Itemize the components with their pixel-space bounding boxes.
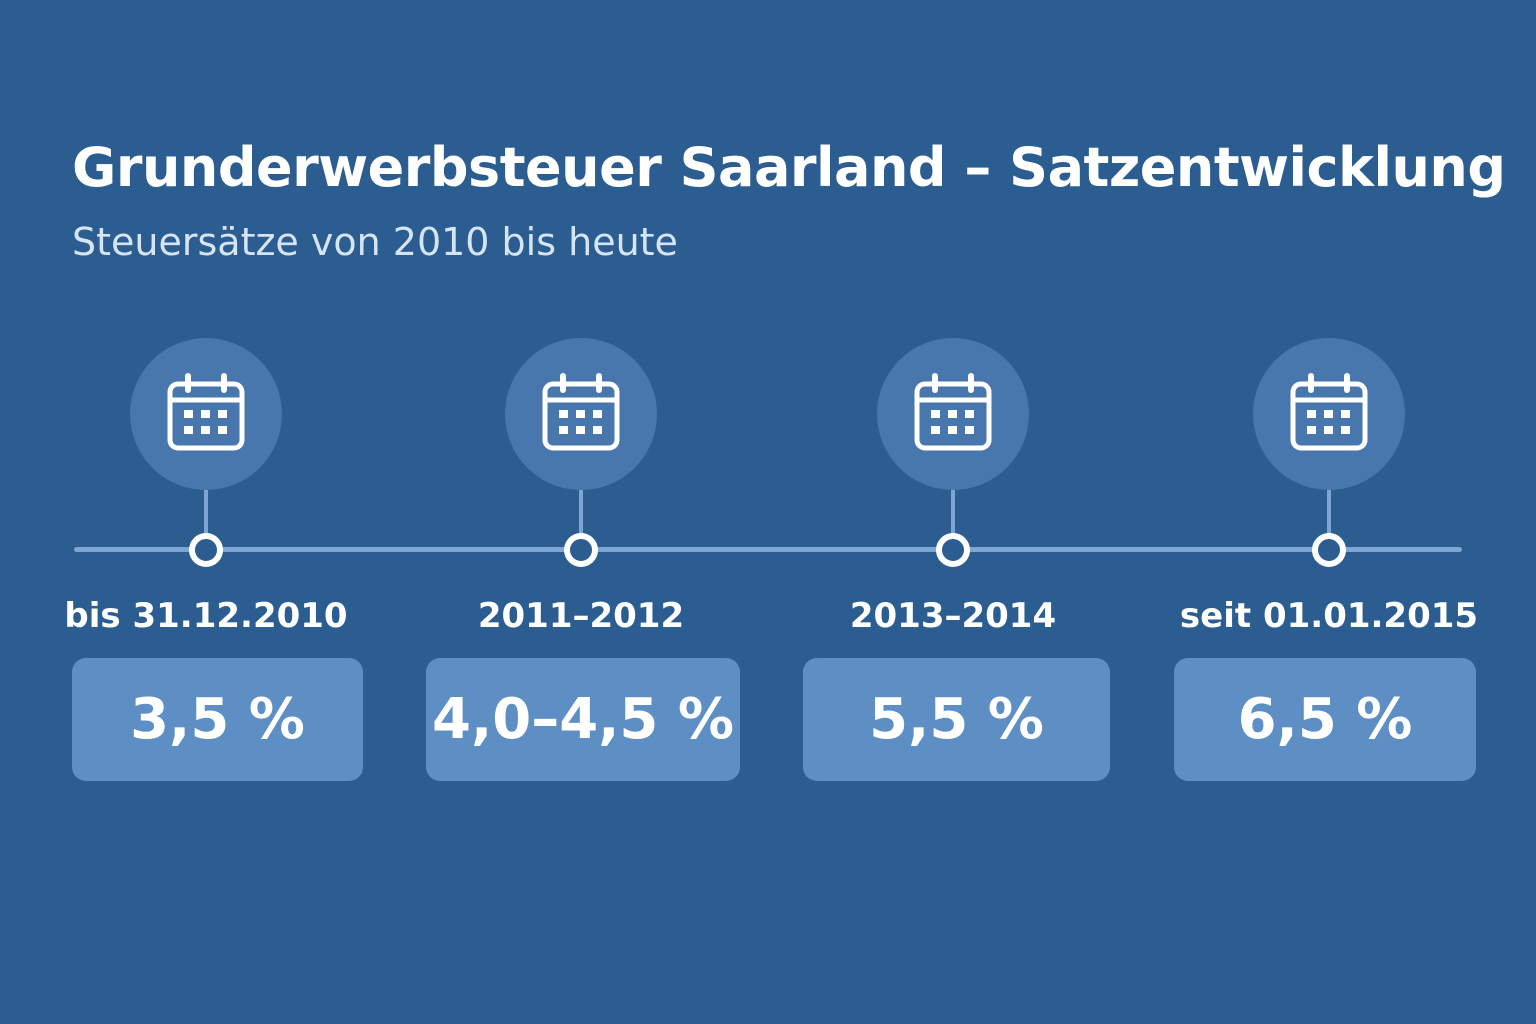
- calendar-icon: [914, 373, 992, 451]
- rate-box: 3,5 %: [72, 658, 363, 781]
- rate-box: 4,0–4,5 %: [426, 658, 740, 781]
- calendar-icon-circle: [130, 338, 282, 490]
- timeline-connector: [579, 490, 583, 536]
- timeline-node: [936, 533, 970, 567]
- calendar-icon: [542, 373, 620, 451]
- calendar-icon: [167, 373, 245, 451]
- period-label: seit 01.01.2015: [1179, 596, 1479, 636]
- period-label: 2011–2012: [477, 596, 685, 636]
- rate-box: 6,5 %: [1174, 658, 1476, 781]
- calendar-icon-circle: [877, 338, 1029, 490]
- timeline-line: [74, 547, 1462, 552]
- calendar-icon-circle: [1253, 338, 1405, 490]
- period-label: bis 31.12.2010: [64, 596, 348, 636]
- timeline-node: [1312, 533, 1346, 567]
- period-label: 2013–2014: [849, 596, 1057, 636]
- rate-box: 5,5 %: [803, 658, 1110, 781]
- page-title: Grunderwerbsteuer Saarland – Satzentwick…: [72, 136, 1506, 199]
- calendar-icon: [1290, 373, 1368, 451]
- timeline-connector: [951, 490, 955, 536]
- page-subtitle: Steuersätze von 2010 bis heute: [72, 220, 678, 264]
- timeline-connector: [204, 490, 208, 536]
- timeline-node: [189, 533, 223, 567]
- timeline-node: [564, 533, 598, 567]
- calendar-icon-circle: [505, 338, 657, 490]
- timeline-connector: [1327, 490, 1331, 536]
